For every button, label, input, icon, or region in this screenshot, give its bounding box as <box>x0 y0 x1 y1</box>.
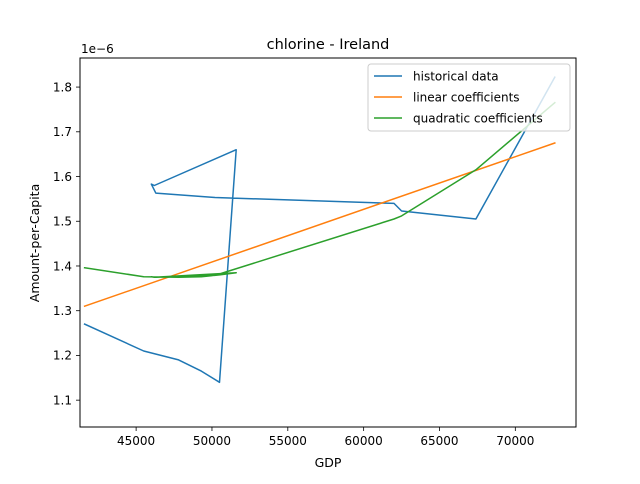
y-tick-label: 1.2 <box>53 349 72 363</box>
x-tick-label: 65000 <box>420 434 458 448</box>
x-tick-label: 50000 <box>193 434 231 448</box>
x-tick-label: 70000 <box>496 434 534 448</box>
x-tick-label: 60000 <box>345 434 383 448</box>
y-tick-label: 1.7 <box>53 125 72 139</box>
legend-label: linear coefficients <box>413 90 520 104</box>
x-tick-label: 55000 <box>269 434 307 448</box>
y-tick-label: 1.1 <box>53 393 72 407</box>
x-axis-label: GDP <box>315 455 342 470</box>
legend-label: historical data <box>413 69 499 83</box>
legend: historical data linear coefficients quadra… <box>367 63 571 132</box>
legend-label: quadratic coefficients <box>413 111 543 125</box>
chart-title: chlorine - Ireland <box>267 37 390 53</box>
y-tick-label: 1.5 <box>53 215 72 229</box>
series-line-1 <box>83 76 556 384</box>
y-tick-label: 1.6 <box>53 170 72 184</box>
y-offset-label: 1e−6 <box>81 42 114 56</box>
y-axis-label: Amount-per-Capita <box>27 184 42 302</box>
y-tick-label: 1.8 <box>53 80 72 94</box>
y-tick-label: 1.4 <box>53 259 72 273</box>
y-ticks: 1.1 1.2 1.3 1.4 1.5 1.6 1.7 1.8 <box>53 80 80 407</box>
plot-lines <box>83 76 556 384</box>
plot-frame <box>79 57 577 428</box>
y-tick-label: 1.3 <box>53 304 72 318</box>
x-tick-label: 45000 <box>117 434 155 448</box>
x-ticks: 45000 50000 55000 60000 65000 70000 <box>117 427 534 448</box>
legend-box <box>367 63 571 132</box>
series-line-3 <box>83 101 556 278</box>
